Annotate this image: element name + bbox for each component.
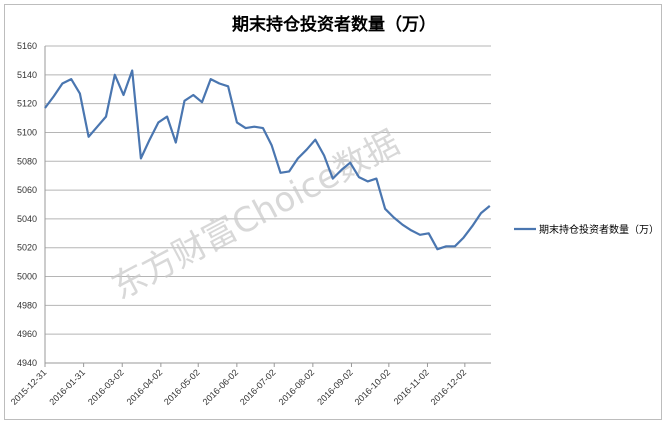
y-tick-label: 5040 (17, 214, 37, 224)
watermark: 东方财富Choice数据 (105, 123, 406, 308)
y-tick-label: 5060 (17, 185, 37, 195)
x-tick-label: 2016-05-02 (162, 367, 202, 407)
y-tick-label: 5080 (17, 156, 37, 166)
chart-title: 期末持仓投资者数量（万） (232, 15, 436, 35)
x-tick-label: 2016-11-02 (392, 367, 431, 406)
x-tick-label: 2015-12-31 (9, 367, 49, 407)
chart-frame (4, 4, 662, 420)
y-tick-label: 5160 (17, 41, 37, 51)
legend-label: 期末持仓投资者数量（万） (539, 223, 659, 236)
y-tick-label: 5000 (17, 272, 37, 282)
x-tick-label: 2016-03-02 (86, 367, 126, 407)
x-tick-label: 2016-06-02 (201, 367, 241, 407)
x-tick-label: 2016-10-02 (353, 367, 393, 407)
x-tick-label: 2016-12-02 (429, 367, 469, 407)
x-tick-label: 2016-08-02 (277, 367, 317, 407)
y-tick-label: 4980 (17, 300, 37, 310)
y-tick-label: 5140 (17, 70, 37, 80)
y-tick-label: 5020 (17, 243, 37, 253)
y-tick-label: 5100 (17, 127, 37, 137)
series-line (44, 69, 491, 251)
x-tick-label: 2016-07-02 (238, 367, 278, 407)
y-tick-label: 4940 (17, 358, 37, 368)
y-tick-label: 4960 (17, 329, 37, 339)
y-tick-label: 5120 (17, 99, 37, 109)
x-tick-label: 2016-04-02 (125, 367, 165, 407)
x-tick-label: 2016-01-31 (47, 367, 87, 407)
x-tick-label: 2016-09-02 (315, 367, 355, 407)
